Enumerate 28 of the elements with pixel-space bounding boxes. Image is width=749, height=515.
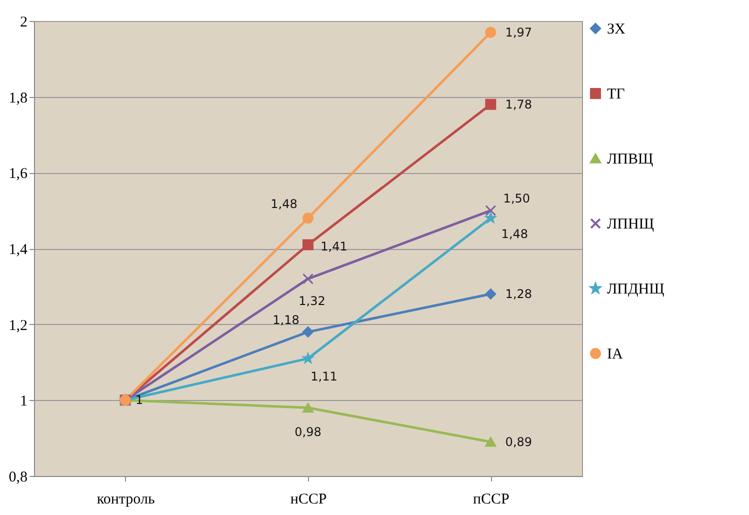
data-label: 1,97 [505,25,532,40]
x-tick-label: пССР [472,492,510,508]
data-label: 0,98 [294,424,322,439]
legend-label: ЛПВЩ [607,152,654,168]
x-tick-label: контроль [96,492,155,508]
y-tick-label: 1,6 [8,166,28,182]
data-label: 0,89 [505,434,532,449]
legend-label: ЛПДНЩ [607,282,664,298]
legend-label: ЛПНЩ [607,216,654,232]
data-label: 1,41 [320,240,348,254]
legend-label: ІА [607,346,623,362]
y-tick-label: 2 [20,14,28,30]
data-label: 1,48 [501,227,528,242]
data-label: 1,28 [505,287,532,301]
y-tick-label: 1,8 [8,90,28,106]
legend-label: ЗХ [607,22,626,38]
y-tick-label: 1,4 [8,242,28,258]
x-tick-label: нССР [290,492,327,508]
y-tick-label: 1,2 [8,318,28,334]
y-tick-label: 0,8 [8,470,28,486]
data-label: 1,48 [270,197,298,212]
data-label: 1,78 [505,97,532,112]
data-label: 1,50 [503,192,530,206]
legend-label: ТГ [607,86,626,102]
y-tick-label: 1 [20,394,28,410]
data-label: 1,18 [272,312,300,327]
data-label: 1,11 [310,369,338,384]
data-label: 1,32 [298,294,326,308]
